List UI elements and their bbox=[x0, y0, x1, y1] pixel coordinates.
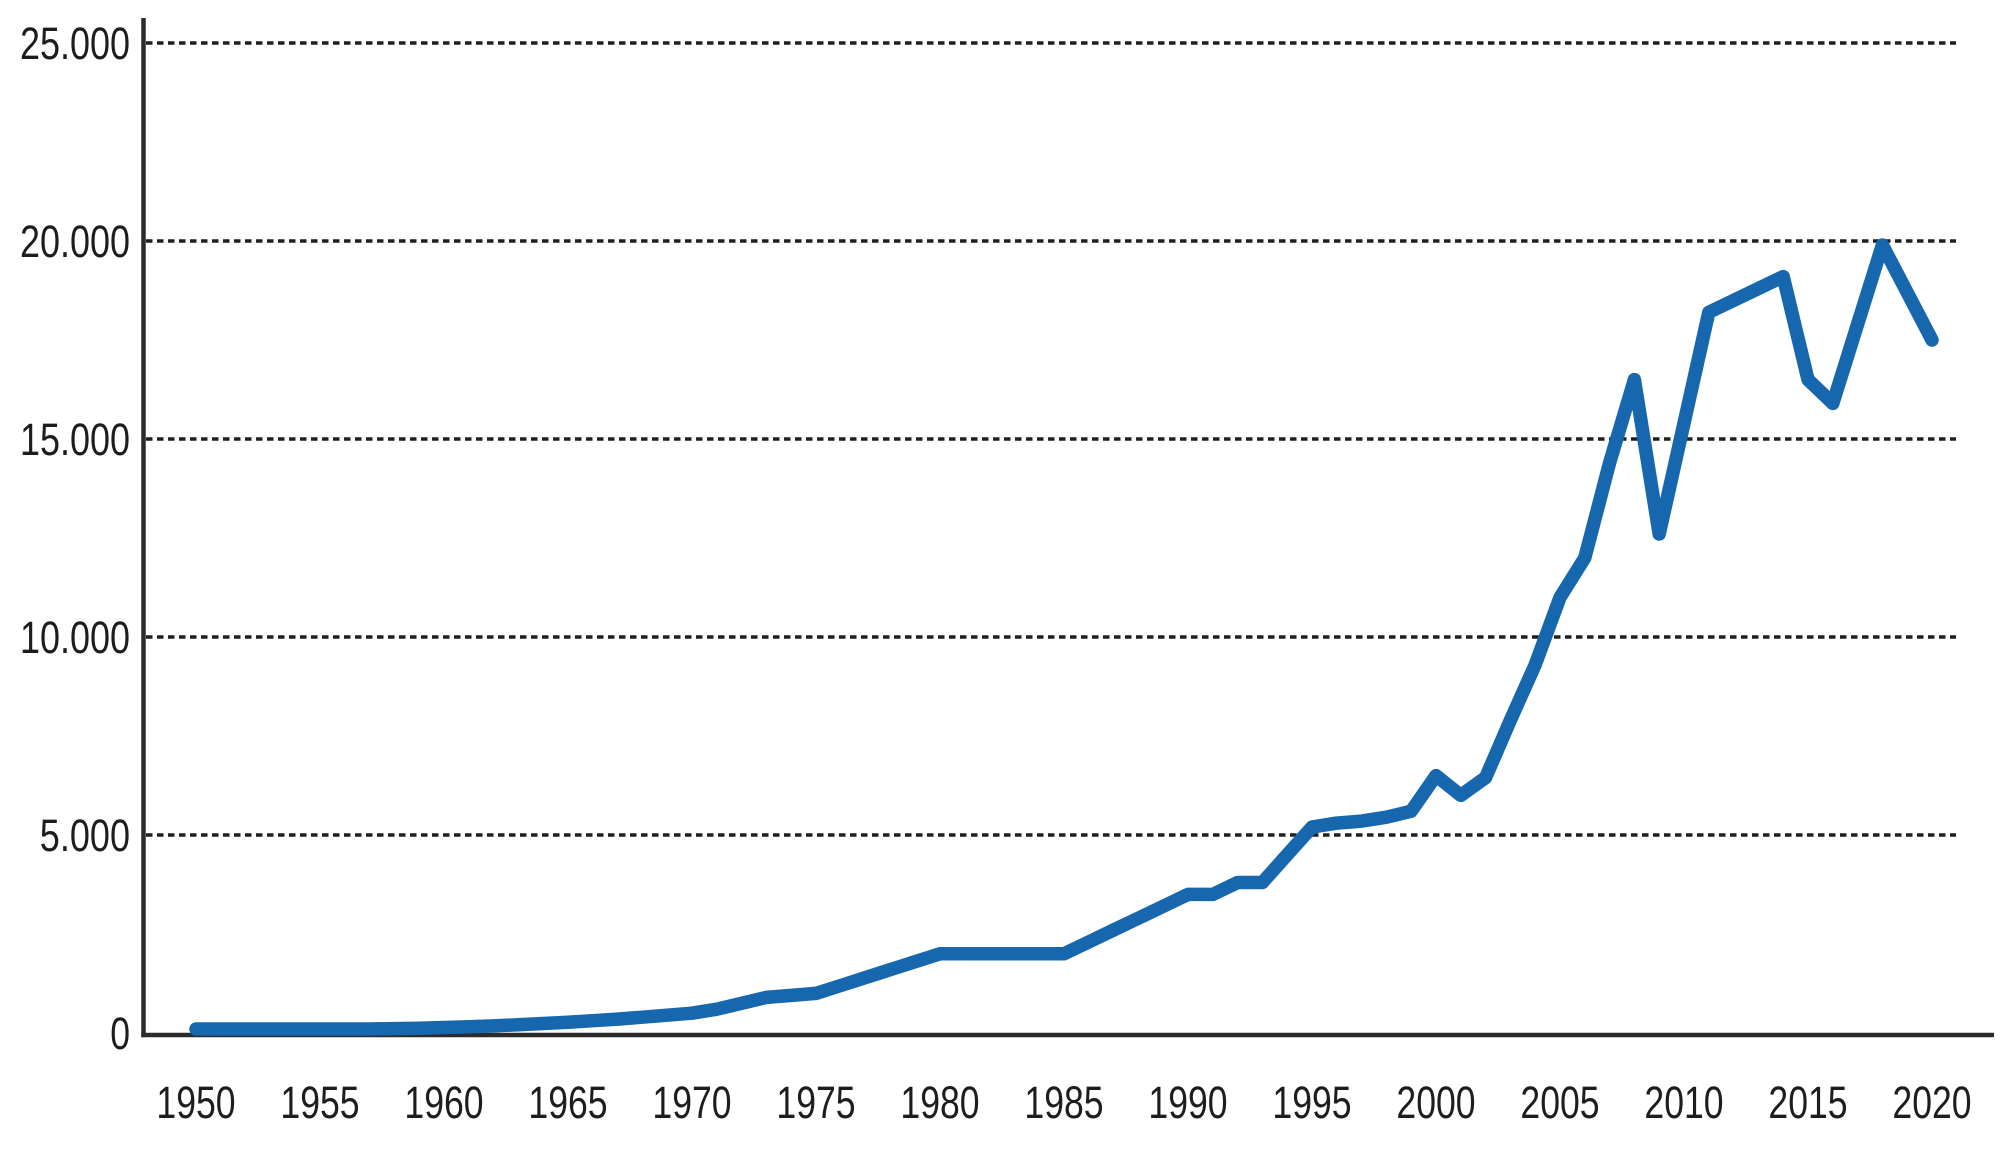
x-tick-label-1995: 1995 bbox=[1272, 1077, 1351, 1128]
x-tick-label-1955: 1955 bbox=[280, 1077, 359, 1128]
y-tick-label-5.000: 5.000 bbox=[40, 810, 130, 861]
x-tick-label-2020: 2020 bbox=[1892, 1077, 1971, 1128]
y-tick-label-0: 0 bbox=[110, 1008, 130, 1059]
y-tick-label-15.000: 15.000 bbox=[20, 414, 130, 465]
x-tick-label-1985: 1985 bbox=[1024, 1077, 1103, 1128]
data-line bbox=[189, 238, 1939, 1036]
x-tick-label-1970: 1970 bbox=[652, 1077, 731, 1128]
y-tick-label-10.000: 10.000 bbox=[20, 612, 130, 663]
y-tick-label-25.000: 25.000 bbox=[20, 18, 130, 69]
x-tick-label-2005: 2005 bbox=[1520, 1077, 1599, 1128]
y-tick-label-20.000: 20.000 bbox=[20, 216, 130, 267]
x-tick-label-1950: 1950 bbox=[156, 1077, 235, 1128]
x-tick-label-1975: 1975 bbox=[776, 1077, 855, 1128]
x-tick-label-1980: 1980 bbox=[900, 1077, 979, 1128]
x-tick-label-1965: 1965 bbox=[528, 1077, 607, 1128]
x-tick-label-1990: 1990 bbox=[1148, 1077, 1227, 1128]
x-tick-label-2015: 2015 bbox=[1768, 1077, 1847, 1128]
x-tick-label-2010: 2010 bbox=[1644, 1077, 1723, 1128]
x-tick-label-1960: 1960 bbox=[404, 1077, 483, 1128]
x-tick-label-2000: 2000 bbox=[1396, 1077, 1475, 1128]
